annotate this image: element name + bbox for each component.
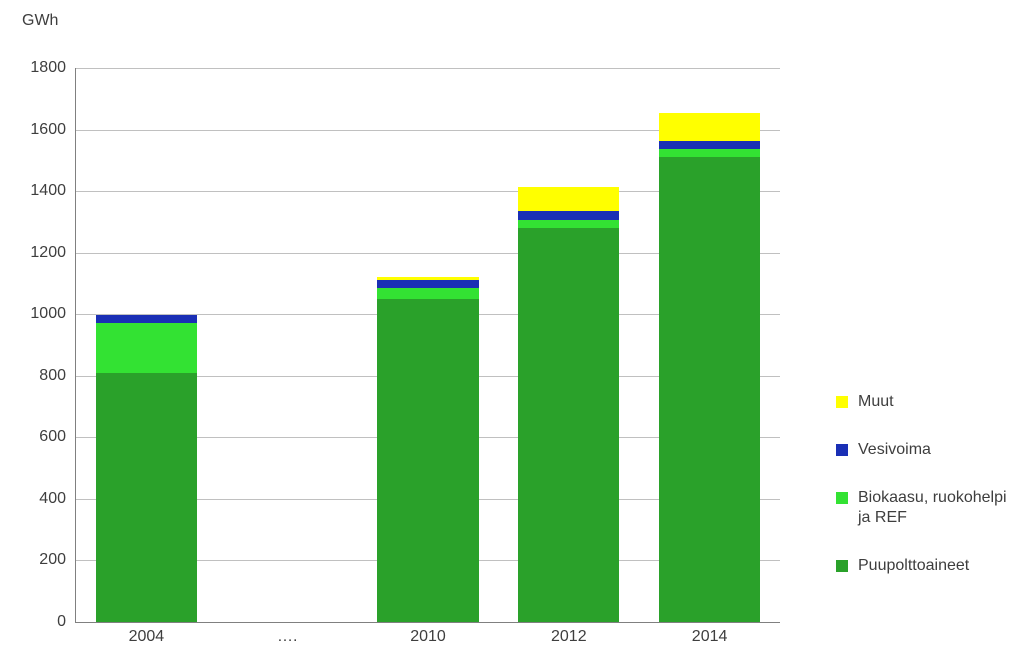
legend-item-biokaasu: Biokaasu, ruokohelpi ja REF [836,488,1008,528]
bar-group [659,68,760,622]
bar-group [377,68,478,622]
bar-segment-puupolttoaineet [96,373,197,622]
bar-segment-vesivoima [96,315,197,324]
legend-swatch [836,444,848,456]
bar-segment-puupolttoaineet [518,228,619,622]
x-tick-label: 2014 [692,622,728,646]
y-tick-label: 200 [39,551,76,569]
legend-item-puupolttoaineet: Puupolttoaineet [836,556,1008,576]
y-tick-label: 0 [57,613,76,631]
bar-segment-vesivoima [377,280,478,288]
legend-label: Vesivoima [858,440,931,460]
x-tick-label: 2010 [410,622,446,646]
legend-swatch [836,492,848,504]
bar-group [96,68,197,622]
bar-segment-vesivoima [518,211,619,220]
legend-label: Biokaasu, ruokohelpi ja REF [858,488,1008,528]
y-tick-label: 1200 [30,244,76,262]
legend-label: Puupolttoaineet [858,556,969,576]
y-tick-label: 600 [39,428,76,446]
bar-segment-biokaasu [377,288,478,299]
energy-stacked-bar-chart: GWh 020040060080010001200140016001800 20… [0,0,1024,668]
y-axis-unit-label: GWh [22,12,58,30]
legend-item-vesivoima: Vesivoima [836,440,1008,460]
bar-segment-puupolttoaineet [377,299,478,622]
y-tick-label: 1800 [30,59,76,77]
x-tick-label: …. [277,622,297,646]
bar-segment-puupolttoaineet [659,157,760,622]
legend-swatch [836,396,848,408]
x-tick-label: 2004 [129,622,165,646]
bar-segment-biokaasu [96,323,197,372]
bars [76,68,780,622]
legend-swatch [836,560,848,572]
y-tick-label: 1600 [30,121,76,139]
bar-segment-muut [659,113,760,141]
plot-area: 020040060080010001200140016001800 2004….… [75,68,780,623]
bar-segment-biokaasu [659,149,760,158]
bar-group [518,68,619,622]
legend-label: Muut [858,392,894,412]
y-tick-label: 1000 [30,305,76,323]
legend-item-muut: Muut [836,392,1008,412]
legend: Muut Vesivoima Biokaasu, ruokohelpi ja REF… [836,392,1008,604]
y-tick-label: 1400 [30,182,76,200]
x-tick-label: 2012 [551,622,587,646]
bar-segment-muut [518,187,619,212]
bar-segment-biokaasu [518,220,619,228]
y-tick-label: 400 [39,490,76,508]
bar-segment-muut [377,277,478,280]
bar-segment-vesivoima [659,141,760,149]
y-tick-label: 800 [39,367,76,385]
